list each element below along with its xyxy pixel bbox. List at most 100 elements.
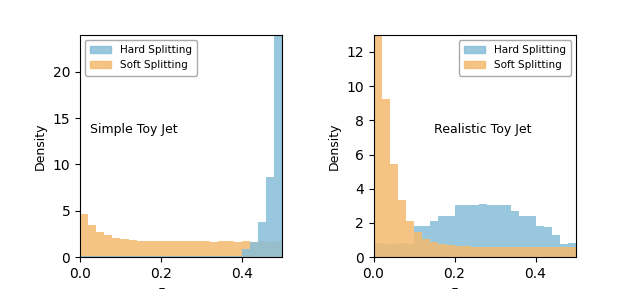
Bar [543, 227, 552, 257]
Bar [275, 241, 282, 257]
Bar [568, 247, 576, 257]
Bar [536, 226, 543, 257]
Bar [422, 226, 430, 257]
Bar [226, 241, 234, 257]
Bar [447, 245, 454, 257]
Bar [503, 247, 511, 257]
Bar [560, 244, 568, 257]
Bar [438, 244, 447, 257]
Bar [88, 256, 96, 257]
Bar [80, 214, 88, 257]
Bar [137, 256, 145, 257]
Bar [113, 256, 120, 257]
Bar [129, 240, 137, 257]
Bar [414, 226, 422, 257]
Bar [258, 241, 266, 257]
Bar [519, 247, 527, 257]
Bar [120, 239, 129, 257]
Legend: Hard Splitting, Soft Splitting: Hard Splitting, Soft Splitting [460, 40, 571, 75]
Bar [406, 221, 414, 257]
Bar [552, 247, 560, 257]
Bar [153, 256, 161, 257]
Bar [250, 242, 258, 257]
Bar [242, 241, 250, 257]
Bar [266, 242, 275, 257]
Bar [161, 256, 169, 257]
Bar [463, 247, 471, 257]
Bar [390, 164, 398, 257]
Bar [234, 242, 242, 257]
Bar [234, 256, 242, 257]
Bar [381, 99, 390, 257]
Bar [193, 241, 202, 257]
Bar [471, 205, 479, 257]
Bar [511, 247, 519, 257]
Bar [487, 247, 495, 257]
Bar [438, 216, 447, 257]
Bar [80, 256, 88, 257]
Bar [96, 256, 104, 257]
Bar [169, 256, 177, 257]
Bar [536, 247, 543, 257]
Bar [560, 247, 568, 257]
Text: Realistic Toy Jet: Realistic Toy Jet [435, 123, 532, 136]
Bar [250, 242, 258, 257]
Bar [177, 241, 185, 257]
Bar [137, 240, 145, 257]
Legend: Hard Splitting, Soft Splitting: Hard Splitting, Soft Splitting [85, 40, 196, 75]
Bar [202, 256, 209, 257]
Bar [406, 244, 414, 257]
Bar [145, 241, 153, 257]
Bar [218, 241, 226, 257]
Bar [471, 247, 479, 257]
Bar [430, 242, 438, 257]
Bar [447, 216, 454, 257]
Bar [374, 0, 381, 257]
Bar [390, 244, 398, 257]
Bar [527, 247, 536, 257]
Bar [381, 244, 390, 257]
X-axis label: $z_{g,\, simple}$: $z_{g,\, simple}$ [451, 286, 499, 289]
Bar [104, 236, 113, 257]
Text: Simple Toy Jet: Simple Toy Jet [90, 123, 178, 136]
Bar [113, 238, 120, 257]
Bar [185, 256, 193, 257]
Y-axis label: Density: Density [34, 122, 47, 170]
Bar [495, 205, 503, 257]
Bar [169, 241, 177, 257]
Bar [487, 205, 495, 257]
Bar [552, 235, 560, 257]
Bar [454, 246, 463, 257]
Bar [177, 256, 185, 257]
Bar [145, 256, 153, 257]
Bar [202, 241, 209, 257]
Bar [543, 247, 552, 257]
Bar [96, 231, 104, 257]
Bar [120, 256, 129, 257]
Bar [479, 247, 487, 257]
Bar [454, 205, 463, 257]
Bar [226, 256, 234, 257]
Bar [129, 256, 137, 257]
Bar [463, 205, 471, 257]
Bar [414, 232, 422, 257]
Bar [209, 256, 218, 257]
Bar [568, 243, 576, 257]
Bar [495, 247, 503, 257]
Bar [153, 241, 161, 257]
Bar [185, 242, 193, 257]
Bar [193, 256, 202, 257]
Bar [88, 225, 96, 257]
Bar [242, 249, 250, 257]
Bar [519, 216, 527, 257]
Bar [430, 221, 438, 257]
Bar [161, 241, 169, 257]
Bar [398, 243, 406, 257]
Bar [104, 256, 113, 257]
Bar [209, 242, 218, 257]
Bar [275, 0, 282, 257]
Y-axis label: Density: Density [328, 122, 340, 170]
Bar [218, 256, 226, 257]
Bar [503, 205, 511, 257]
Bar [511, 211, 519, 257]
